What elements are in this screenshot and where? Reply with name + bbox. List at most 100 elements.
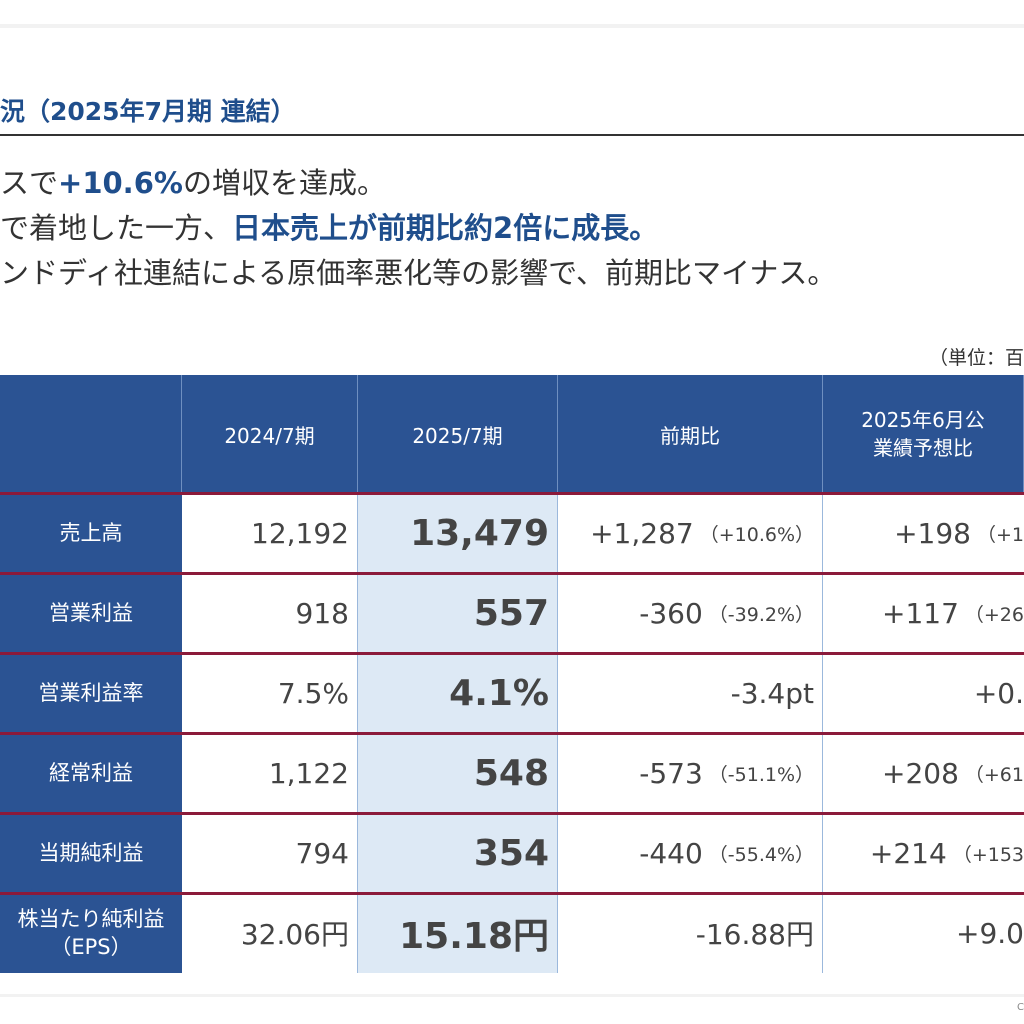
cell-highlight: 15.18円 [358,893,558,973]
bullet-text: +10.6% [58,166,183,200]
value: -360 [639,596,703,630]
row-label: 営業利益 [0,573,182,653]
cell-highlight: 354 [358,813,558,893]
value: 354 [473,832,549,874]
cell: 12,192 [182,493,358,573]
cell: 1,122 [182,733,358,813]
value: -3.4pt [730,676,814,710]
value: +214 [869,836,947,870]
cell: +208 （+61 [823,733,1024,813]
row-label: 売上高 [0,493,182,573]
header-text: 2025年6月公 [861,408,985,432]
header-text: 2025/7期 [412,423,503,448]
header-cell [0,375,182,493]
header-cell: 2025/7期 [358,375,558,493]
value-pct: （-39.2%） [708,603,814,626]
row-label-text: 営業利益率 [38,681,144,705]
value: 12,192 [251,516,349,550]
cell: -3.4pt [558,653,823,733]
row-label-text: 当期純利益 [38,841,144,865]
title: 況（2025年7月期 連結） [0,97,296,126]
value: 32.06円 [240,918,349,951]
row-label-text: 営業利益 [49,601,133,625]
row-label: 営業利益率 [0,653,182,733]
header-cell: 2025年6月公 業績予想比 [823,375,1024,493]
bullet-line: で着地した一方、日本売上が前期比約2倍に成長。 [0,205,658,247]
cell-highlight: 557 [358,573,558,653]
cell: -573 （-51.1%） [558,733,823,813]
row-label: 当期純利益 [0,813,182,893]
bullet-text: スで [0,166,59,200]
cell: +198 （+1 [823,493,1024,573]
bullet-text: で着地した一方、 [0,211,233,245]
footer: C [1017,1002,1024,1013]
row-label: 株当たり純利益 （EPS） [0,893,182,973]
header-cell: 前期比 [558,375,823,493]
cell-highlight: 13,479 [358,493,558,573]
cell: +0. [823,653,1024,733]
row-label: 経常利益 [0,733,182,813]
row-separator [0,492,1024,495]
unit: （単位：百 [928,347,1024,369]
bullet-line: スで+10.6%の増収を達成。 [0,160,386,202]
value-pct: （+26 [964,603,1024,626]
cell: +1,287 （+10.6%） [558,493,823,573]
value: +9.0 [956,916,1024,950]
value-pct: （+61 [964,763,1024,786]
cell: +214 （+153 [823,813,1024,893]
row-label-text: 売上高 [59,521,123,545]
value: +117 [881,596,959,630]
row-separator [0,732,1024,735]
value-pct: （+1 [976,523,1024,546]
row-label-text: 株当たり純利益 [17,907,165,931]
cell: 32.06円 [182,893,358,973]
cell-highlight: 548 [358,733,558,813]
value: 15.18円 [399,916,549,957]
cell: 918 [182,573,358,653]
header-text: 業績予想比 [873,436,973,460]
value: -440 [639,836,703,870]
value: -573 [639,756,703,790]
value: 4.1% [449,672,549,714]
bullet-line: ンドディ社連結による原価率悪化等の影響で、前期比マイナス。 [0,250,836,292]
row-separator [0,892,1024,895]
cell-highlight: 4.1% [358,653,558,733]
value: 918 [295,596,349,630]
value-pct: （-51.1%） [708,763,814,786]
bullet-text: 日本売上が前期比約2倍に成長。 [232,211,659,245]
value: +208 [881,756,959,790]
value: 794 [295,836,349,870]
row-label-text: 経常利益 [49,761,133,785]
header-text: 前期比 [660,423,720,448]
cell: -16.88円 [558,893,823,973]
cell: -360 （-39.2%） [558,573,823,653]
cell: +9.0 [823,893,1024,973]
value-pct: （-55.4%） [708,843,814,866]
value: 1,122 [268,756,349,790]
value: 13,479 [410,512,549,554]
value: +1,287 [590,516,694,550]
bullet-text: ンドディ社連結による原価率悪化等の影響で、前期比マイナス。 [0,256,837,290]
title-rule [0,134,1024,136]
header-cell: 2024/7期 [182,375,358,493]
value-pct: （+10.6%） [699,523,814,546]
value: 557 [473,592,549,634]
top-band [0,24,1024,28]
bullet-text: の増収を達成。 [182,166,386,200]
value: -16.88円 [695,918,814,951]
cell: 7.5% [182,653,358,733]
value-pct: （+153 [952,843,1024,866]
cell: -440 （-55.4%） [558,813,823,893]
row-separator [0,652,1024,655]
cell: 794 [182,813,358,893]
value: +0. [973,676,1024,710]
bottom-band [0,994,1024,997]
value: 548 [473,752,549,794]
row-label-text: （EPS） [50,935,132,959]
row-separator [0,812,1024,815]
value: 7.5% [277,676,349,710]
value: +198 [894,516,971,550]
cell: +117 （+26 [823,573,1024,653]
header-text: 2024/7期 [224,423,315,448]
